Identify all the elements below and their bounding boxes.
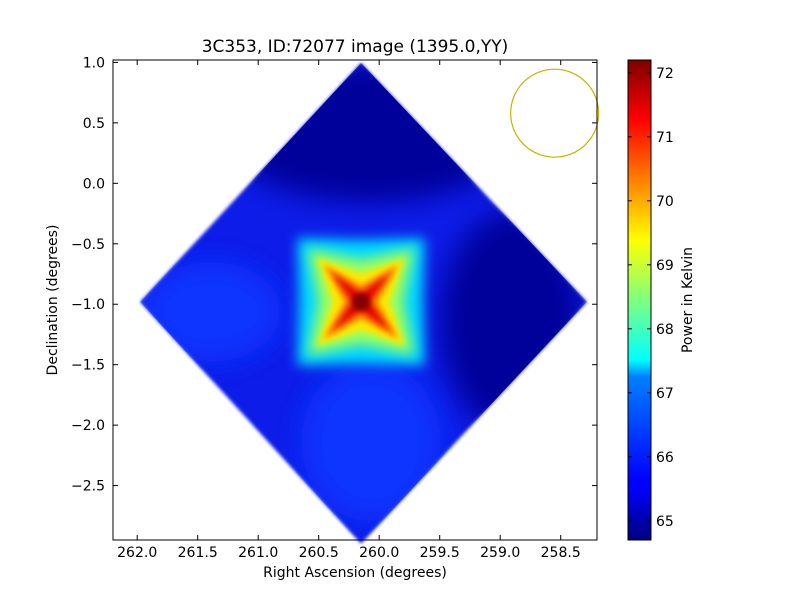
x-tick-label: 260.5 [299,545,339,561]
colorbar-tick-label: 71 [656,130,674,146]
mid-region-west [141,261,282,362]
x-tick-label: 261.5 [178,545,218,561]
beam-circle [510,68,600,158]
x-axis-label: Right Ascension (degrees) [263,565,447,581]
x-tick-label: 259.0 [480,545,520,561]
colorbar: 65 66 67 68 69 70 71 72 [627,59,674,541]
colorbar-tick-label: 70 [656,194,674,210]
colorbar-tick-label: 68 [656,322,674,338]
y-tick-label: 1.0 [83,55,105,71]
y-tick-label: −1.0 [71,297,105,313]
y-tick-label: −1.5 [71,358,105,374]
colorbar-ticks: 65 66 67 68 69 70 71 72 [628,66,674,530]
heatmap-image [140,63,587,544]
plot-area: 262.0 261.5 261.0 260.5 260.0 259.5 259.0 258.5… [71,55,600,561]
mid-region-south [301,361,442,522]
y-tick-label: −2.0 [71,418,105,434]
colorbar-label: Power in Kelvin [680,247,696,353]
x-tick-label: 262.0 [117,545,157,561]
x-tick-label: 258.5 [541,545,581,561]
y-axis-label: Declination (degrees) [45,225,61,376]
colorbar-tick-label: 72 [656,66,674,82]
x-tick-label: 259.5 [420,545,460,561]
colorbar-tick-label: 66 [656,450,674,466]
colorbar-frame [627,59,652,541]
y-tick-label: −2.5 [71,479,105,495]
y-axis-ticks: 1.0 0.5 0.0 −0.5 −1.0 −1.5 −2.0 −2.5 [71,55,597,495]
colorbar-gradient [628,60,651,540]
x-tick-label: 261.0 [238,545,278,561]
x-tick-label: 260.0 [359,545,399,561]
y-tick-label: −0.5 [71,237,105,253]
y-tick-label: 0.5 [83,116,105,132]
x-axis-ticks: 262.0 261.5 261.0 260.5 260.0 259.5 259.0 258.5 [117,60,581,561]
plot-frame [112,59,598,541]
source-peak [352,292,371,311]
colorbar-tick-label: 69 [656,258,674,274]
y-tick-label: 0.0 [83,176,105,192]
chart-title: 3C353, ID:72077 image (1395.0,YY) [202,37,509,57]
colorbar-tick-label: 65 [656,514,674,530]
colorbar-tick-label: 67 [656,386,674,402]
